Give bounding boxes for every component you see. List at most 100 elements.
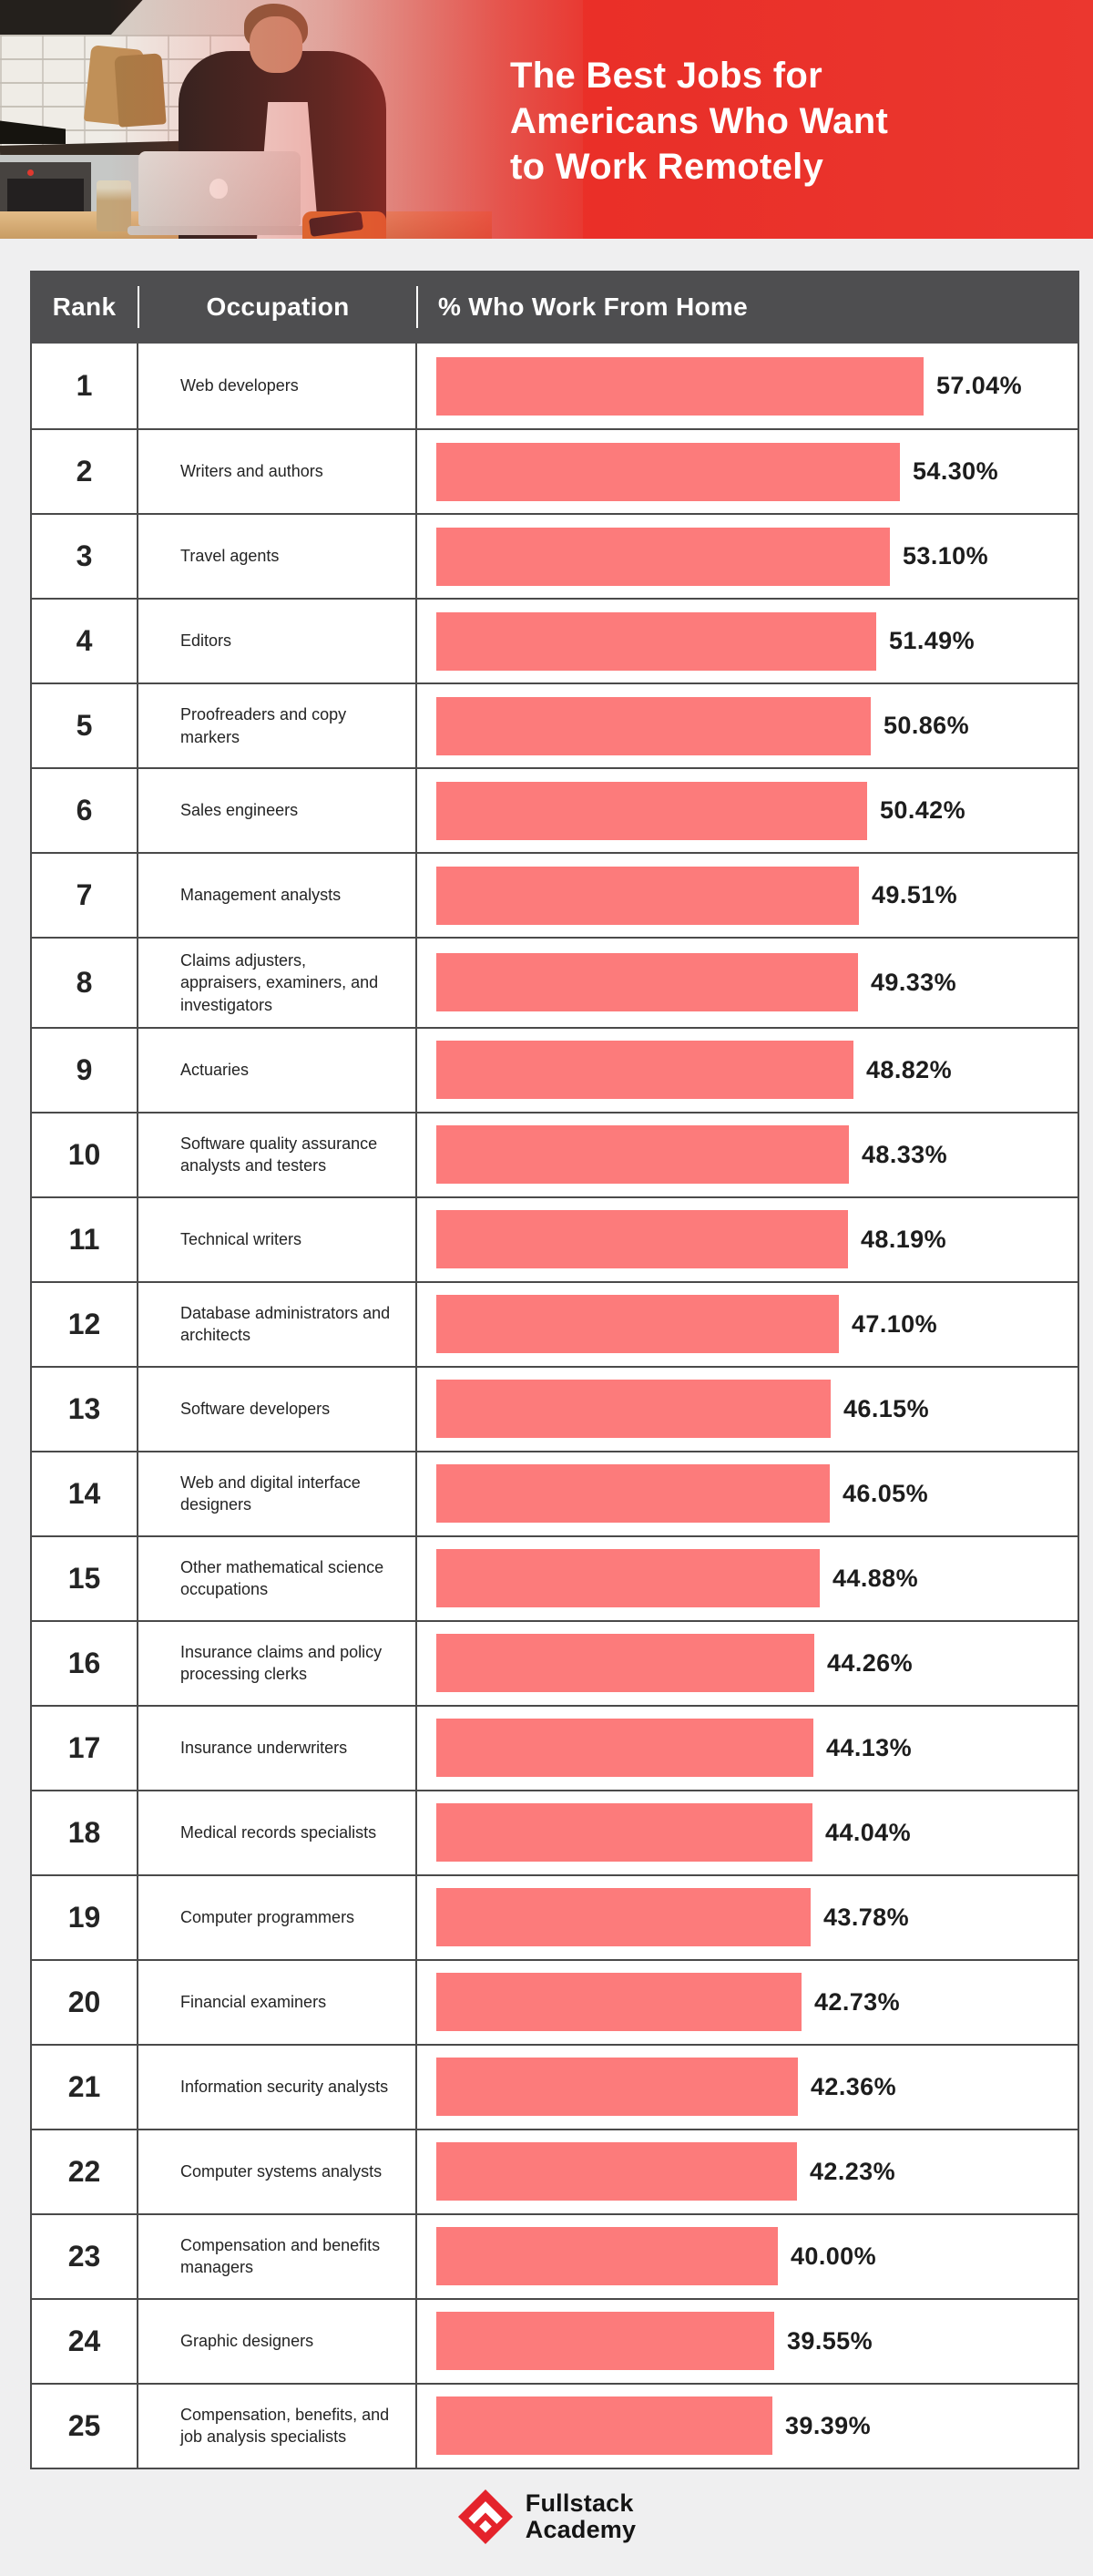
rank-value: 14 — [32, 1452, 138, 1535]
rank-value: 9 — [32, 1028, 138, 1112]
rank-value: 21 — [32, 2045, 138, 2129]
rank-value: 19 — [32, 1875, 138, 1959]
bar-cell: 44.88% — [417, 1537, 1078, 1620]
column-header-rank: Rank — [52, 292, 117, 321]
table-row: 17 Insurance underwriters 44.13% — [32, 1704, 1078, 1790]
table-header-row: Rank Occupation % Who Work From Home — [30, 271, 1079, 344]
page-title-line: Americans Who Want — [510, 101, 889, 141]
occupation-label: Medical records specialists — [138, 1791, 417, 1874]
bar-cell: 46.05% — [417, 1452, 1078, 1535]
percent-bar — [436, 1295, 839, 1354]
rank-value: 6 — [32, 769, 138, 852]
bar-cell: 54.30% — [417, 430, 1078, 513]
occupation-label: Web and digital interface designers — [138, 1452, 417, 1535]
occupation-label: Management analysts — [138, 854, 417, 937]
bar-cell: 42.36% — [417, 2046, 1078, 2129]
occupation-label: Sales engineers — [138, 769, 417, 852]
bar-cell: 57.04% — [417, 344, 1078, 428]
table-row: 4 Editors 51.49% — [32, 598, 1078, 682]
percent-bar — [436, 1803, 812, 1863]
occupation-label: Claims adjusters, appraisers, examiners,… — [138, 939, 417, 1027]
table-row: 19 Computer programmers 43.78% — [32, 1873, 1078, 1959]
bar-cell: 47.10% — [417, 1283, 1078, 1366]
rank-value: 16 — [32, 1621, 138, 1705]
table-row: 9 Actuaries 48.82% — [32, 1026, 1078, 1112]
percent-bar — [436, 527, 890, 586]
bar-cell: 46.15% — [417, 1368, 1078, 1451]
table-row: 21 Information security analysts 42.36% — [32, 2043, 1078, 2129]
logo-word-academy: Academy — [525, 2516, 637, 2543]
occupation-label: Technical writers — [138, 1197, 417, 1281]
bar-cell: 44.13% — [417, 1707, 1078, 1790]
bar-cell: 44.04% — [417, 1791, 1078, 1874]
occupation-label: Actuaries — [138, 1028, 417, 1112]
table-row: 20 Financial examiners 42.73% — [32, 1958, 1078, 2044]
occupation-label: Travel agents — [138, 515, 417, 598]
page-title: The Best Jobs for Americans Who Want to … — [510, 53, 888, 190]
percent-bar — [436, 953, 858, 1012]
occupation-label: Editors — [138, 600, 417, 682]
percent-value-label: 46.15% — [843, 1394, 929, 1422]
rank-value: 24 — [32, 2299, 138, 2383]
table-row: 16 Insurance claims and policy processing… — [32, 1619, 1078, 1705]
bar-cell: 48.33% — [417, 1114, 1078, 1196]
rank-value: 20 — [32, 1960, 138, 2044]
percent-bar — [436, 2227, 778, 2286]
percent-bar — [436, 1888, 811, 1947]
percent-value-label: 48.19% — [861, 1225, 946, 1253]
column-header-percent: % Who Work From Home — [417, 292, 1079, 322]
percent-value-label: 42.23% — [810, 2157, 895, 2185]
percent-value-label: 44.13% — [826, 1733, 912, 1761]
red-gradient-overlay — [0, 0, 1093, 239]
percent-bar — [436, 781, 867, 840]
fullstack-academy-diamond-icon — [457, 2489, 513, 2545]
occupation-label: Computer systems analysts — [138, 2130, 417, 2213]
percent-value-label: 44.88% — [833, 1564, 918, 1592]
percent-bar — [436, 1041, 853, 1100]
footer: Fullstack Academy — [0, 2489, 1093, 2545]
rank-value: 1 — [32, 344, 138, 428]
bar-cell: 48.82% — [417, 1029, 1078, 1112]
bar-cell: 49.51% — [417, 854, 1078, 937]
percent-value-label: 53.10% — [903, 542, 988, 570]
percent-value-label: 43.78% — [823, 1903, 909, 1931]
occupation-label: Other mathematical science occupations — [138, 1536, 417, 1620]
bar-cell: 50.86% — [417, 684, 1078, 767]
percent-bar — [436, 866, 859, 925]
percent-value-label: 46.05% — [843, 1479, 928, 1507]
table-row: 25 Compensation, benefits, and job analys… — [32, 2382, 1078, 2468]
percent-bar — [436, 1464, 830, 1524]
percent-value-label: 57.04% — [936, 372, 1022, 399]
percent-value-label: 48.33% — [862, 1140, 947, 1168]
rank-value: 13 — [32, 1367, 138, 1451]
table-row: 13 Software developers 46.15% — [32, 1365, 1078, 1451]
percent-value-label: 40.00% — [791, 2242, 876, 2270]
bar-cell: 40.00% — [417, 2215, 1078, 2298]
rank-value: 23 — [32, 2214, 138, 2298]
bar-cell: 43.78% — [417, 1876, 1078, 1959]
column-header-occupation: Occupation — [138, 292, 417, 322]
bar-cell: 42.73% — [417, 1961, 1078, 2044]
logo-word-fullstack: Fullstack — [525, 2489, 634, 2517]
table-row: 1 Web developers 57.04% — [32, 344, 1078, 428]
occupation-label: Computer programmers — [138, 1875, 417, 1959]
percent-bar — [436, 1210, 848, 1269]
bar-cell: 49.33% — [417, 939, 1078, 1027]
percent-value-label: 49.33% — [871, 968, 956, 996]
occupation-label: Database administrators and architects — [138, 1282, 417, 1366]
bar-cell: 53.10% — [417, 515, 1078, 598]
table-row: 14 Web and digital interface designers 46.… — [32, 1450, 1078, 1535]
rank-value: 10 — [32, 1113, 138, 1196]
occupation-label: Web developers — [138, 344, 417, 428]
rank-value: 7 — [32, 854, 138, 937]
bar-cell: 42.23% — [417, 2130, 1078, 2213]
occupation-label: Graphic designers — [138, 2299, 417, 2383]
bar-cell: 39.39% — [417, 2385, 1078, 2468]
table-row: 2 Writers and authors 54.30% — [32, 428, 1078, 513]
page-title-line: to Work Remotely — [510, 147, 824, 187]
table-row: 12 Database administrators and architects… — [32, 1280, 1078, 1366]
header-banner: The Best Jobs for Americans Who Want to … — [0, 0, 1093, 239]
table-row: 18 Medical records specialists 44.04% — [32, 1789, 1078, 1874]
occupation-label: Writers and authors — [138, 430, 417, 513]
